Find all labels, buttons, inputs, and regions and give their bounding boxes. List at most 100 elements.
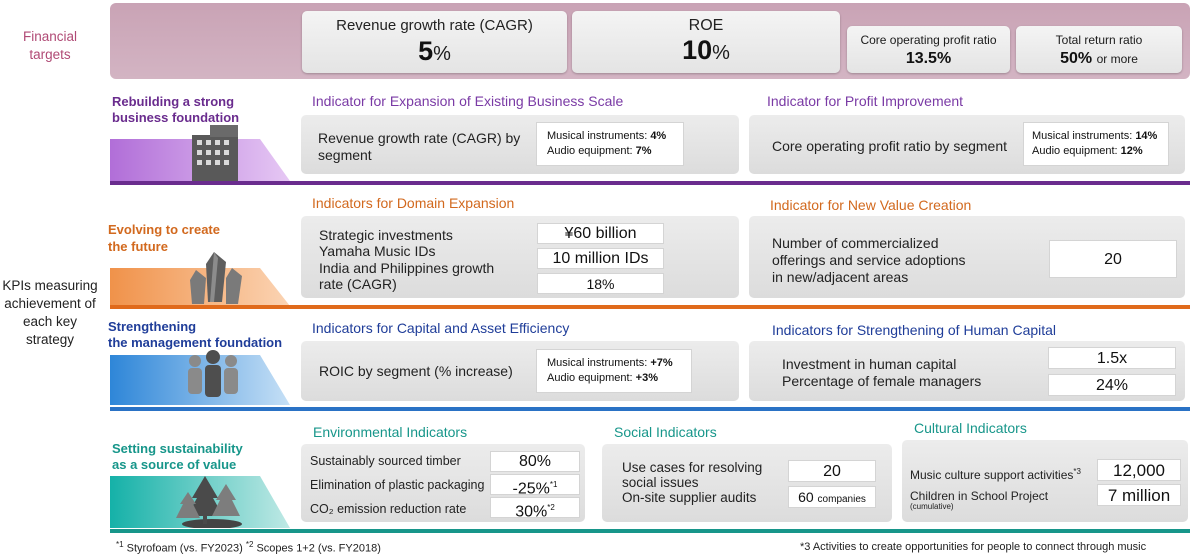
- env-value-3-box: 30%*2: [490, 497, 580, 521]
- total-return-target-label: Total return ratio: [1055, 33, 1143, 47]
- cagr-target-label: Revenue growth rate (CAGR): [336, 17, 533, 34]
- core-profit-target-box: Core operating profit ratio 13.5%: [847, 26, 1010, 73]
- forest-icon: [110, 476, 290, 529]
- s3-right-text-1: Investment in human capital: [782, 356, 957, 372]
- s4-graphic: [110, 470, 290, 529]
- footnote-mark-2: *2: [245, 540, 254, 549]
- env-row-2: Elimination of plastic packaging: [310, 478, 485, 492]
- s2-left-item-3a: India and Philippines growth: [319, 260, 495, 276]
- env-value-2: -25%: [512, 480, 550, 498]
- s3-left-value-box: Musical instruments: +7% Audio equipment…: [536, 349, 692, 393]
- s1-right-ae-label: Audio equipment:: [1032, 145, 1121, 157]
- s2-left-heading: Indicators for Domain Expansion: [312, 195, 515, 211]
- cultural-card: [902, 440, 1188, 522]
- s2-right-value: 20: [1049, 240, 1177, 278]
- social-value-1: 20: [788, 460, 876, 482]
- s3-left-ae-label: Audio equipment:: [547, 372, 636, 384]
- footnote-text-1: Styrofoam (vs. FY2023): [123, 542, 246, 555]
- s1-right-text: Core operating profit ratio by segment: [772, 138, 1008, 154]
- cultural-row-1: Music culture support activities: [910, 468, 1074, 482]
- total-return-target-value: 50%: [1060, 50, 1093, 67]
- cagr-target-value: 5: [418, 36, 434, 66]
- s2-title-line1: Evolving to create: [108, 222, 220, 237]
- roe-target-value: 10: [682, 35, 713, 65]
- s1-right-ae-value: 12%: [1120, 145, 1143, 157]
- env-value-2-box: -25%*1: [490, 474, 580, 498]
- social-value-2-unit: companies: [817, 494, 866, 505]
- financial-targets-label: Financial targets: [22, 29, 78, 62]
- footnote-text-2: Scopes 1+2 (vs. FY2018): [253, 542, 381, 555]
- s2-left-value-1: ¥60 billion: [537, 223, 664, 244]
- s1-title-line2: business foundation: [112, 110, 240, 125]
- cultural-value-2: 7 million: [1097, 484, 1181, 506]
- footnote-mark-1: *1: [116, 540, 124, 549]
- s1-right-mi-value: 14%: [1135, 130, 1158, 142]
- s1-left-heading: Indicator for Expansion of Existing Busi…: [312, 93, 624, 109]
- s2-right-heading: Indicator for New Value Creation: [770, 197, 972, 213]
- kpi-label: KPIs measuring achievement of each key s…: [2, 278, 98, 347]
- core-profit-target-value: 13.5%: [905, 50, 952, 67]
- footnote-right: *3 Activities to create opportunities fo…: [800, 541, 1147, 553]
- s1-left-text-2: segment: [318, 147, 372, 163]
- env-heading: Environmental Indicators: [313, 424, 468, 440]
- cultural-row-2-sub: (cumulative): [910, 502, 954, 511]
- env-row-1: Sustainably sourced timber: [310, 454, 461, 468]
- cultural-value-1: 12,000: [1097, 459, 1181, 481]
- s1-right-value-box: Musical instruments: 14% Audio equipment…: [1023, 122, 1169, 166]
- s2-right-text-3: in new/adjacent areas: [772, 269, 909, 285]
- s3-left-text: ROIC by segment (% increase): [319, 363, 513, 379]
- env-row-3: CO₂ emission reduction rate: [310, 502, 467, 516]
- s1-title-line1: Rebuilding a strong: [112, 94, 235, 109]
- s2-right-text-2: offerings and service adoptions: [772, 252, 966, 268]
- s3-title-line1: Strengthening: [108, 319, 197, 334]
- s2-left-value-2: 10 million IDs: [537, 248, 664, 269]
- s1-left-text-1: Revenue growth rate (CAGR) by: [318, 130, 521, 146]
- s2-right-text-1: Number of commercialized: [772, 235, 939, 251]
- s1-right-mi-label: Musical instruments:: [1032, 130, 1136, 142]
- roe-target-label: ROE: [688, 17, 724, 34]
- s2-left-value-3: 18%: [537, 273, 664, 294]
- s4-divider: [110, 529, 1190, 533]
- env-note-3: *2: [547, 503, 555, 512]
- footnote-left: *1 Styrofoam (vs. FY2023) *2 Scopes 1+2 …: [116, 540, 381, 555]
- env-note-2: *1: [549, 480, 558, 489]
- total-return-target-suffix: or more: [1096, 52, 1138, 66]
- s3-title-line2: the management foundation: [108, 335, 283, 350]
- s2-divider: [110, 305, 1190, 309]
- s3-divider: [110, 407, 1190, 411]
- cagr-target-box: Revenue growth rate (CAGR) 5%: [302, 11, 567, 73]
- s4-title-line2: as a source of value: [112, 457, 237, 472]
- cultural-heading: Cultural Indicators: [914, 420, 1027, 436]
- people-icon: [110, 350, 290, 405]
- s1-left-ae-label: Audio equipment:: [547, 145, 636, 157]
- s1-left-ae-value: 7%: [635, 145, 652, 157]
- crystal-icon: [110, 252, 290, 306]
- social-value-2-box: 60 companies: [788, 486, 876, 508]
- env-value-1: 80%: [490, 451, 580, 472]
- building-icon: [110, 125, 290, 181]
- core-profit-target-label: Core operating profit ratio: [860, 33, 997, 47]
- social-card: [602, 444, 892, 522]
- s3-graphic: [110, 347, 290, 405]
- s1-left-value-box: Musical instruments: 4% Audio equipment:…: [536, 122, 684, 166]
- s2-left-card: [301, 216, 739, 298]
- s3-left-mi-label: Musical instruments:: [547, 357, 651, 369]
- total-return-target-box: Total return ratio 50% or more: [1016, 26, 1182, 73]
- roe-target-unit: %: [712, 42, 730, 64]
- social-text-3: On-site supplier audits: [622, 490, 757, 505]
- cultural-row-1-box: Music culture support activities*3: [910, 463, 1081, 484]
- s3-left-heading: Indicators for Capital and Asset Efficie…: [312, 320, 570, 336]
- cultural-note-1: *3: [1073, 467, 1081, 476]
- s1-left-mi-value: 4%: [650, 130, 667, 142]
- s4-title-line1: Setting sustainability: [112, 441, 243, 456]
- social-text-2: social issues: [622, 475, 699, 490]
- env-value-3: 30%: [515, 503, 548, 521]
- s3-left-ae-value: +3%: [635, 372, 658, 384]
- cultural-row-2: Children in School Project: [910, 489, 1049, 503]
- s1-right-heading: Indicator for Profit Improvement: [767, 93, 964, 109]
- s1-graphic: [110, 123, 290, 181]
- cagr-target-unit: %: [433, 43, 451, 65]
- s3-right-text-2: Percentage of female managers: [782, 373, 982, 389]
- s3-right-heading: Indicators for Strengthening of Human Ca…: [772, 322, 1057, 338]
- s3-left-mi-value: +7%: [650, 357, 673, 369]
